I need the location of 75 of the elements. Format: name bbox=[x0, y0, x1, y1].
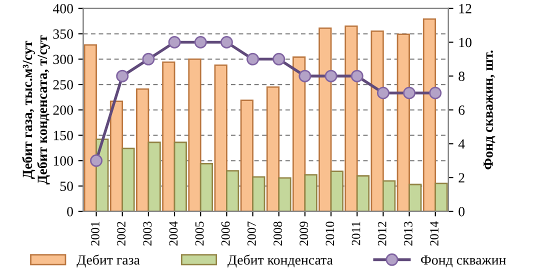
point bbox=[168, 36, 181, 48]
point bbox=[429, 86, 442, 100]
point bbox=[403, 86, 416, 100]
x-tick-label: 2012 bbox=[378, 222, 386, 246]
y2-tick-label: 6 bbox=[458, 106, 465, 115]
point bbox=[272, 52, 286, 66]
bar bbox=[422, 18, 436, 212]
x-tick-label: 2013 bbox=[404, 222, 412, 246]
x-tick-label: 2009 bbox=[300, 222, 308, 246]
y-tick-label: 400 bbox=[52, 4, 73, 14]
bar bbox=[226, 170, 240, 212]
y-axis-title: Дебит газа, тыс.м³/сут Дебит конденсата, т/сут bbox=[22, 35, 50, 184]
bar bbox=[318, 27, 332, 212]
y-tick-label: 200 bbox=[53, 105, 73, 115]
bar bbox=[408, 184, 422, 212]
point bbox=[350, 70, 364, 82]
point bbox=[90, 154, 103, 167]
y2-tick-label: 10 bbox=[459, 38, 472, 48]
x-tick-label: 2005 bbox=[195, 222, 204, 246]
point bbox=[324, 70, 338, 82]
legend-label: Фонд скважин bbox=[421, 255, 506, 268]
y2-tick-label: 4 bbox=[458, 139, 465, 149]
bar bbox=[304, 174, 318, 212]
point bbox=[194, 36, 207, 48]
point bbox=[376, 86, 390, 100]
x-tick-label: 2004 bbox=[169, 221, 178, 246]
point bbox=[246, 52, 260, 66]
y-tick-label: 50 bbox=[60, 182, 73, 191]
bar bbox=[188, 58, 202, 212]
x-tick-label: 2003 bbox=[143, 222, 152, 246]
y-tick-label: 350 bbox=[53, 29, 73, 39]
bar bbox=[434, 182, 448, 212]
x-tick-label: 2014 bbox=[430, 221, 438, 246]
bar bbox=[214, 64, 228, 212]
y2-axis-title: Фонд скважин, шт. bbox=[484, 50, 496, 170]
bar bbox=[200, 163, 214, 212]
legend-label: Дебит конденсата bbox=[228, 254, 333, 268]
point bbox=[116, 70, 129, 82]
y2-tick-label: 2 bbox=[458, 173, 464, 182]
bar bbox=[370, 30, 384, 212]
y-tick-label: 0 bbox=[67, 206, 73, 216]
x-tick-label: 2006 bbox=[221, 221, 230, 246]
bar bbox=[382, 180, 396, 212]
point bbox=[142, 52, 155, 66]
bar bbox=[266, 86, 280, 212]
y-tick-label: 250 bbox=[53, 80, 73, 90]
point bbox=[298, 70, 312, 82]
y-tick-label: 300 bbox=[53, 54, 73, 64]
bar bbox=[292, 56, 306, 212]
y-tick-label: 100 bbox=[54, 156, 73, 166]
legend-label: Дебит газа bbox=[76, 254, 140, 268]
bar bbox=[252, 176, 266, 212]
bar bbox=[122, 148, 135, 212]
y2-tick-label: 12 bbox=[459, 4, 472, 14]
x-tick-label: 2002 bbox=[117, 222, 126, 246]
bar bbox=[344, 25, 358, 212]
bar bbox=[396, 34, 410, 212]
x-tick-label: 2008 bbox=[274, 222, 282, 246]
point bbox=[220, 36, 233, 48]
x-tick-label: 2007 bbox=[247, 221, 256, 246]
y2-tick-label: 8 bbox=[458, 72, 465, 82]
bar bbox=[84, 44, 97, 212]
bar bbox=[330, 170, 344, 212]
x-tick-label: 2010 bbox=[326, 222, 334, 246]
x-tick-label: 2011 bbox=[352, 222, 360, 246]
y2-tick-label: 0 bbox=[458, 206, 465, 216]
bar bbox=[278, 177, 292, 212]
bar bbox=[240, 100, 254, 212]
bar bbox=[162, 62, 176, 212]
y-tick-label: 150 bbox=[54, 130, 73, 140]
x-tick-label: 2001 bbox=[90, 222, 100, 246]
bar bbox=[148, 142, 161, 212]
bar bbox=[136, 88, 150, 212]
bar bbox=[174, 142, 187, 212]
bar bbox=[356, 175, 370, 212]
